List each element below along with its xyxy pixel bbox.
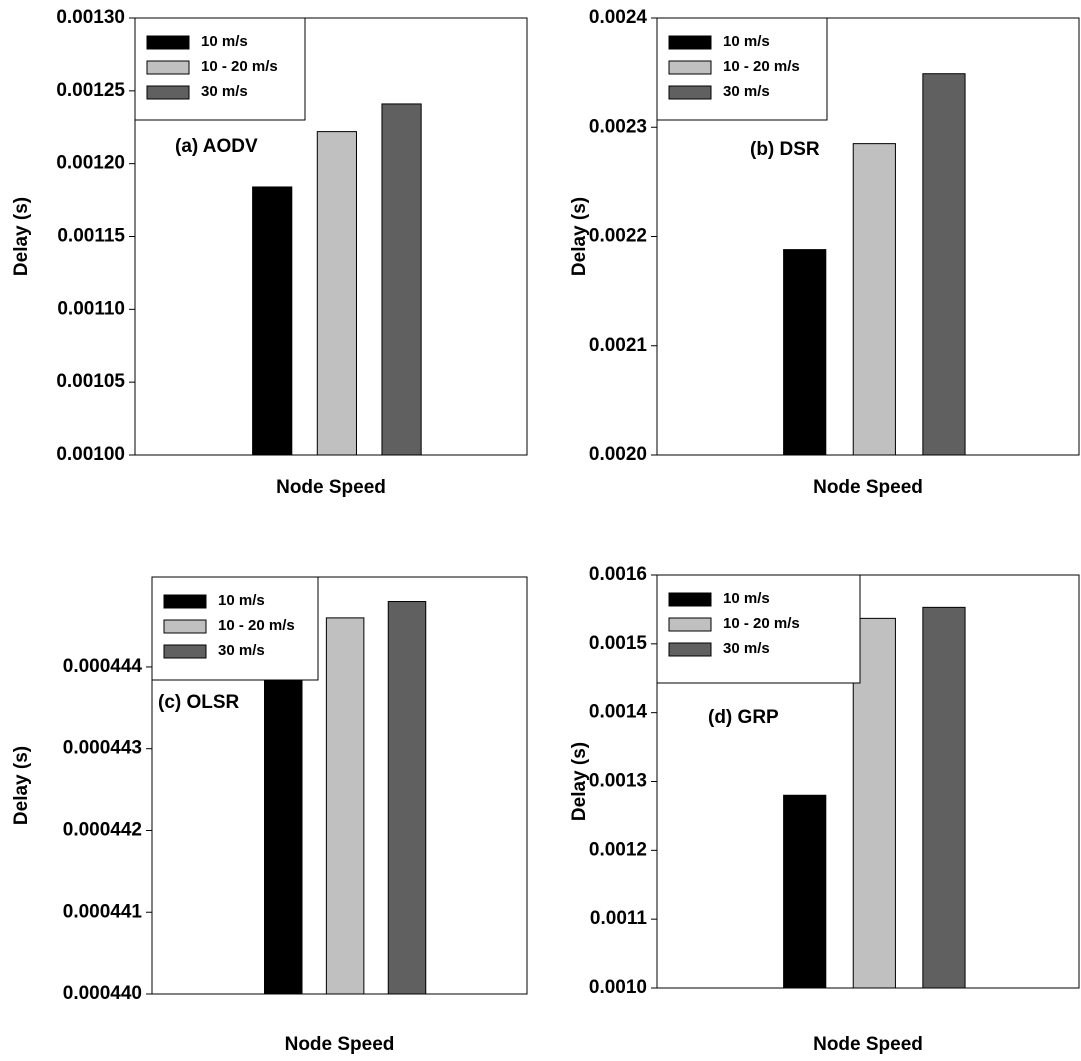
y-tick-label: 0.00120 [56, 153, 125, 174]
y-tick-label: 0.0013 [589, 771, 647, 792]
y-tick-label: 0.00125 [56, 80, 125, 101]
y-tick-label: 0.00100 [56, 444, 125, 465]
y-tick-label: 0.000441 [63, 901, 143, 922]
legend-label: 10 - 20 m/s [218, 617, 295, 634]
legend-label: 30 m/s [723, 640, 770, 657]
legend-swatch [146, 35, 190, 50]
legend-label: 30 m/s [723, 83, 770, 100]
legend-label: 30 m/s [218, 642, 265, 659]
y-tick-label: 0.00105 [56, 371, 125, 392]
legend-label: 10 m/s [218, 592, 265, 609]
legend-label: 10 - 20 m/s [201, 58, 278, 75]
legend-swatch [668, 592, 712, 607]
y-tick-label: 0.0024 [589, 7, 648, 28]
bar [783, 794, 827, 989]
annotation: (c) OLSR [158, 692, 240, 713]
bar [316, 131, 357, 456]
x-axis-label: Node Speed [813, 1034, 923, 1055]
legend-label: 10 - 20 m/s [723, 615, 800, 632]
y-tick-label: 0.00130 [56, 7, 125, 28]
legend-label: 30 m/s [201, 83, 248, 100]
y-tick-label: 0.0010 [589, 977, 647, 998]
y-tick-label: 0.000444 [63, 656, 143, 677]
x-axis-label: Node Speed [276, 477, 386, 498]
legend-swatch [146, 85, 190, 100]
legend-swatch [146, 60, 190, 75]
bar [852, 617, 896, 989]
bar [922, 606, 966, 989]
y-axis-label: Delay (s) [569, 742, 590, 821]
legend-swatch [668, 642, 712, 657]
legend-swatch [668, 85, 712, 100]
legend-swatch [668, 60, 712, 75]
bar [252, 186, 293, 456]
x-axis-label: Node Speed [813, 477, 923, 498]
y-tick-label: 0.0021 [589, 335, 648, 356]
bar [381, 103, 422, 456]
bar [922, 73, 966, 456]
y-axis-label: Delay (s) [11, 746, 32, 825]
x-axis-label: Node Speed [285, 1034, 395, 1055]
legend-swatch [668, 35, 712, 50]
bar [783, 249, 827, 456]
y-tick-label: 0.0016 [589, 564, 647, 585]
legend-label: 10 m/s [723, 33, 770, 50]
bar [264, 661, 303, 995]
legend-swatch [163, 619, 207, 634]
legend-swatch [668, 617, 712, 632]
y-tick-label: 0.0020 [589, 444, 647, 465]
y-tick-label: 0.00110 [57, 298, 125, 319]
y-axis-label: Delay (s) [569, 197, 590, 276]
legend-label: 10 m/s [723, 590, 770, 607]
y-tick-label: 0.00115 [57, 226, 125, 247]
y-tick-label: 0.0015 [589, 633, 648, 654]
y-tick-label: 0.0012 [589, 839, 647, 860]
legend-swatch [163, 594, 207, 609]
legend-label: 10 - 20 m/s [723, 58, 800, 75]
y-tick-label: 0.0011 [590, 908, 647, 929]
y-tick-label: 0.0022 [589, 226, 647, 247]
y-tick-label: 0.000440 [63, 983, 142, 1004]
bar [852, 143, 896, 456]
bar [325, 617, 365, 995]
y-tick-label: 0.000442 [63, 819, 142, 840]
y-tick-label: 0.0023 [589, 116, 647, 137]
y-axis-label: Delay (s) [11, 197, 32, 276]
bar [387, 601, 427, 995]
legend-swatch [163, 644, 207, 659]
y-tick-label: 0.000443 [63, 738, 142, 759]
legend-label: 10 m/s [201, 33, 248, 50]
annotation: (b) DSR [750, 139, 820, 160]
annotation: (a) AODV [175, 136, 258, 157]
annotation: (d) GRP [708, 707, 779, 728]
y-tick-label: 0.0014 [589, 702, 648, 723]
